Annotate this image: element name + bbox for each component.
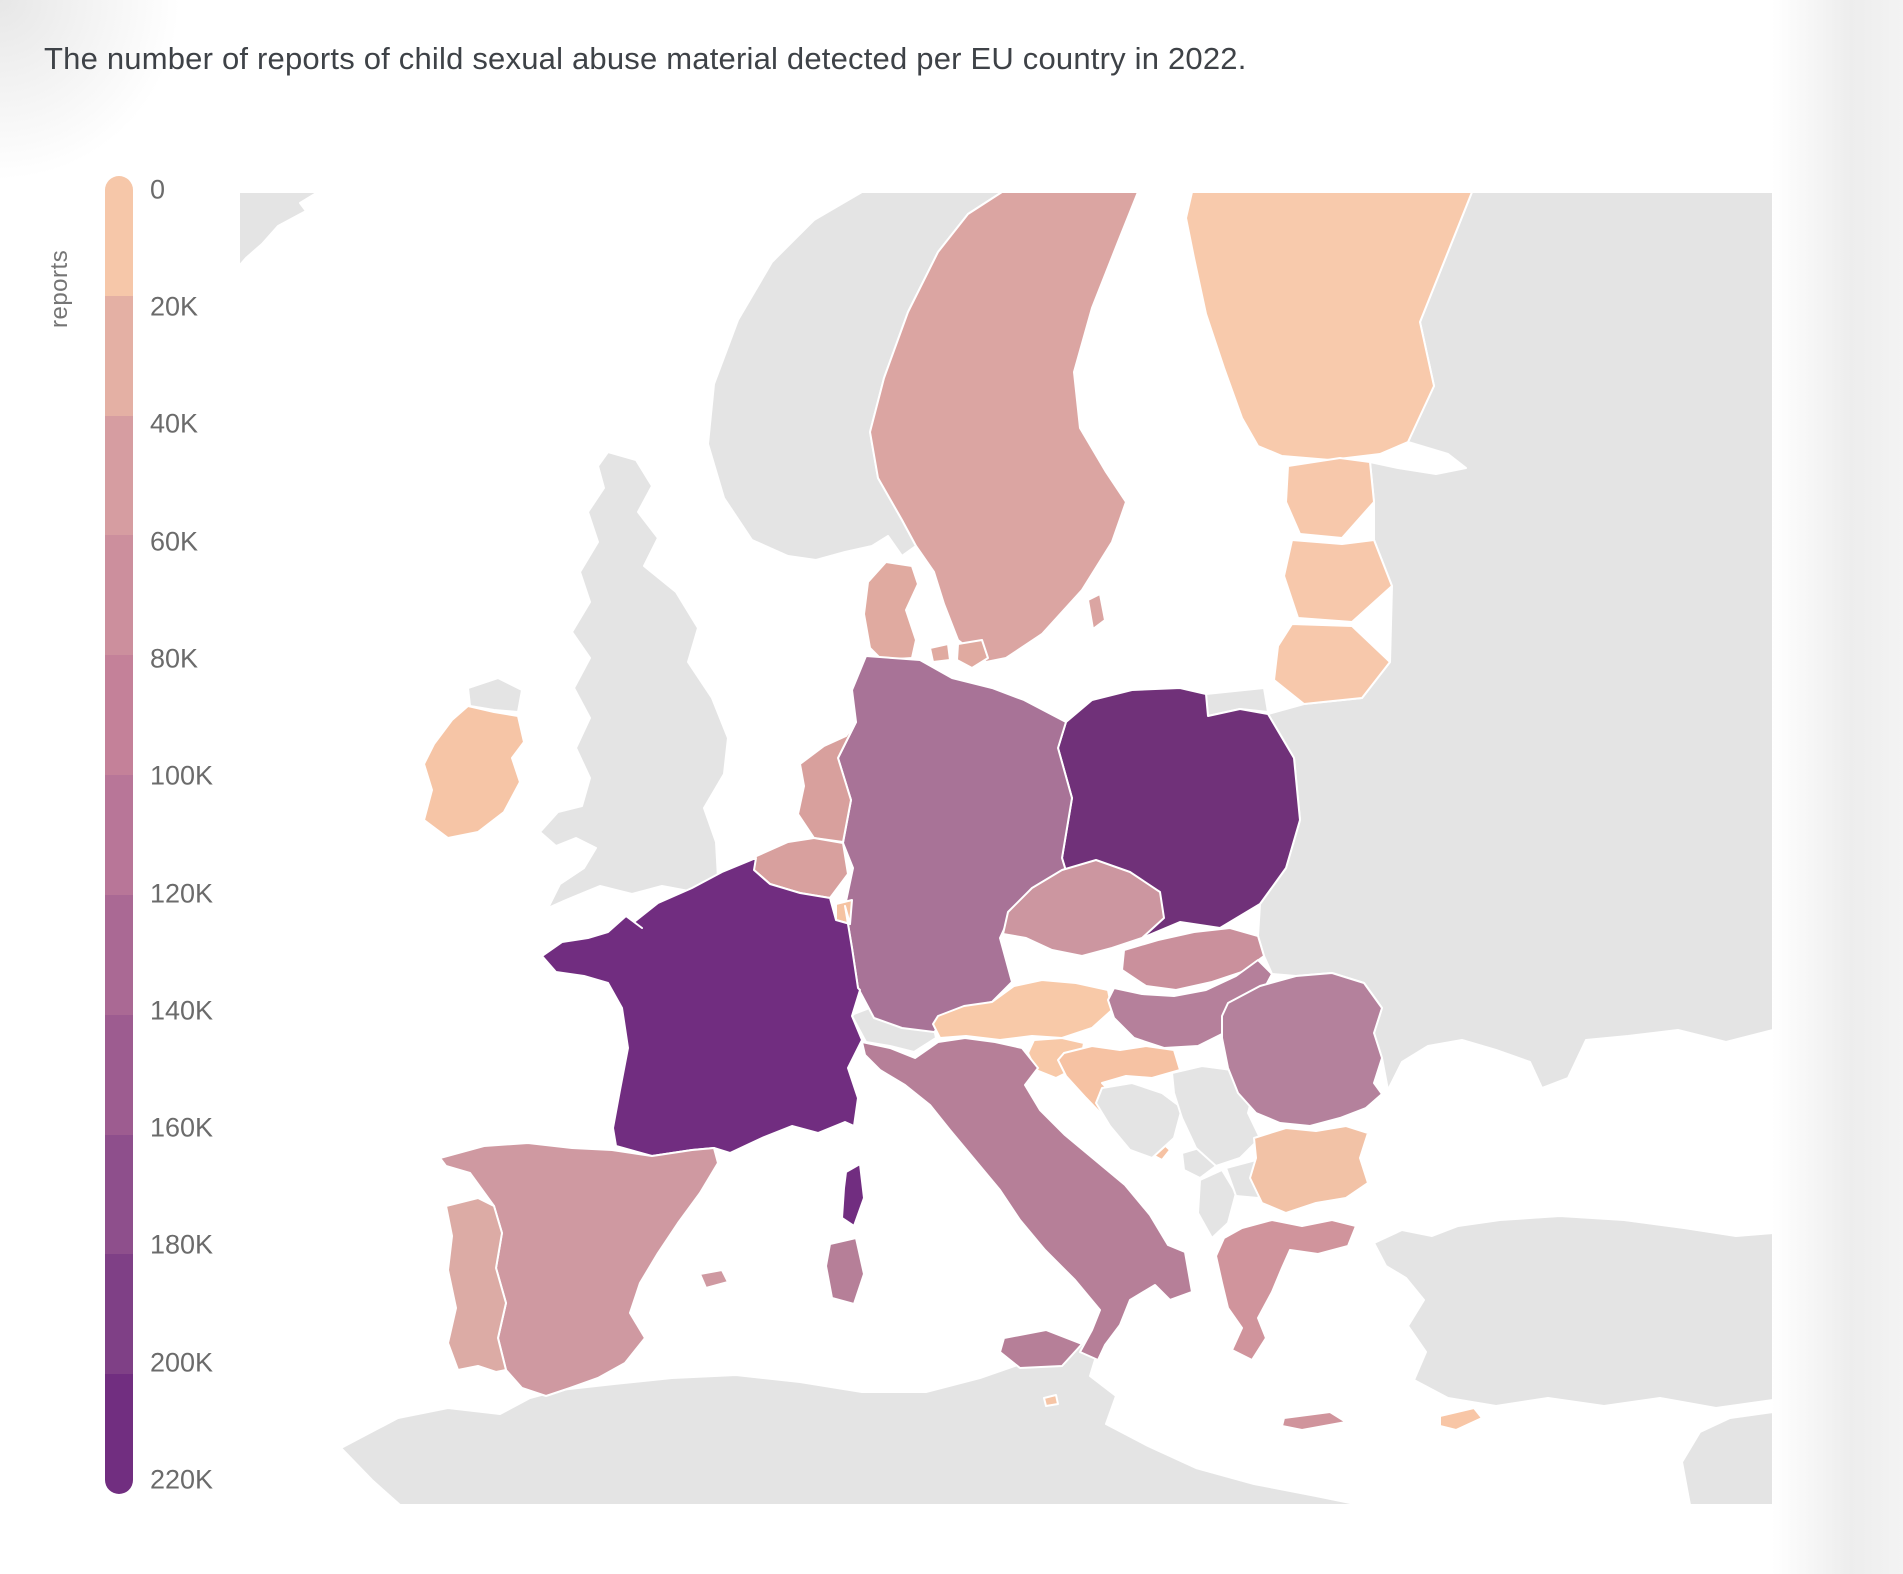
colorbar-tick: 120K — [150, 878, 214, 909]
country-romania[interactable] — [1221, 972, 1383, 1127]
country-greece[interactable] — [1215, 1219, 1357, 1361]
country-sweden-gotland[interactable] — [1087, 593, 1106, 630]
country-malta[interactable] — [1043, 1394, 1059, 1407]
country-italy-sicily[interactable] — [999, 1329, 1083, 1369]
country-denmark-zealand[interactable] — [956, 639, 989, 669]
colorbar-step — [105, 415, 133, 536]
country-czechia[interactable] — [1002, 859, 1165, 957]
colorbar-step — [105, 894, 133, 1015]
colorbar-tick: 180K — [150, 1229, 214, 1260]
colorbar-tick: 220K — [150, 1464, 214, 1495]
country-austria[interactable] — [932, 979, 1113, 1041]
country-cyprus[interactable] — [1439, 1407, 1483, 1431]
region-iceland — [239, 192, 319, 267]
colorbar-tick: 140K — [150, 995, 214, 1026]
colorbar-step — [105, 1374, 133, 1494]
region-bosnia — [1095, 1082, 1183, 1159]
country-greece-crete[interactable] — [1281, 1411, 1347, 1431]
colorbar-step — [105, 176, 133, 296]
region-albania — [1197, 1169, 1237, 1239]
country-france[interactable] — [541, 857, 863, 1157]
country-italy-sardinia[interactable] — [825, 1237, 865, 1305]
country-denmark[interactable] — [863, 561, 919, 661]
colorbar-axis-label: reports — [46, 249, 73, 328]
right-edge-shade — [1772, 0, 1903, 1574]
colorbar-step — [105, 1014, 133, 1135]
country-germany[interactable] — [837, 655, 1077, 1033]
colorbar-tick: 20K — [150, 291, 199, 322]
colorbar-step — [105, 1134, 133, 1255]
colorbar-tick: 80K — [150, 643, 199, 674]
colorbar-step — [105, 655, 133, 776]
colorbar-tick: 40K — [150, 408, 199, 439]
country-estonia[interactable] — [1285, 457, 1375, 539]
colorbar-tick: 160K — [150, 1112, 214, 1143]
chart-title: The number of reports of child sexual ab… — [44, 41, 1247, 76]
colorbar-step — [105, 295, 133, 416]
colorbar-step — [105, 775, 133, 895]
country-ireland[interactable] — [423, 705, 525, 839]
colorbar-step — [105, 535, 133, 656]
colorbar — [105, 176, 133, 1494]
country-spain-mallorca[interactable] — [699, 1269, 729, 1289]
country-latvia[interactable] — [1283, 539, 1393, 623]
country-france-corsica[interactable] — [841, 1163, 865, 1227]
colorbar-tick: 200K — [150, 1347, 214, 1378]
europe-choropleth-map[interactable] — [239, 192, 1773, 1505]
country-portugal[interactable] — [445, 1197, 507, 1373]
country-finland[interactable] — [1185, 192, 1473, 461]
colorbar-step — [105, 1254, 133, 1375]
colorbar-tick: 0 — [150, 174, 166, 205]
colorbar-tick: 100K — [150, 760, 214, 791]
country-sweden[interactable] — [869, 192, 1139, 663]
country-lithuania[interactable] — [1273, 623, 1391, 705]
region-great-britain — [539, 451, 729, 909]
country-netherlands[interactable] — [797, 721, 857, 843]
country-denmark-funen[interactable] — [929, 643, 951, 663]
country-italy[interactable] — [861, 1037, 1193, 1361]
country-bulgaria[interactable] — [1249, 1125, 1369, 1214]
region-turkey — [1373, 1215, 1773, 1409]
region-levant — [1681, 1411, 1773, 1505]
colorbar-tick: 60K — [150, 526, 199, 557]
